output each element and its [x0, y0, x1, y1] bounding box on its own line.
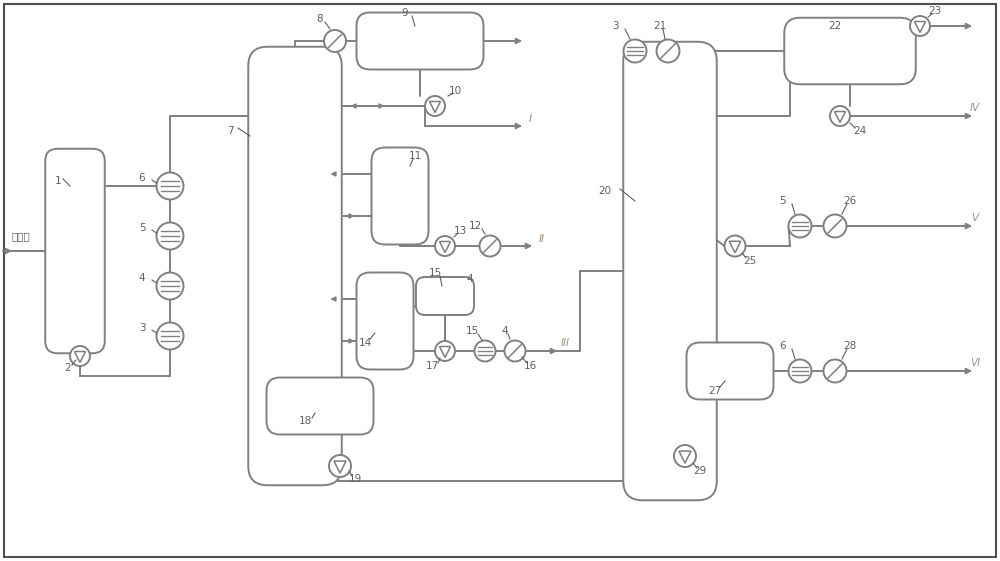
Text: 21: 21 — [653, 21, 667, 31]
Text: 13: 13 — [453, 226, 467, 236]
Circle shape — [324, 30, 346, 52]
Circle shape — [70, 346, 90, 366]
Polygon shape — [679, 451, 691, 463]
Text: 15: 15 — [465, 326, 479, 336]
FancyBboxPatch shape — [416, 277, 474, 315]
Polygon shape — [74, 352, 86, 362]
Circle shape — [480, 236, 501, 256]
Text: 4: 4 — [139, 273, 145, 283]
Text: 17: 17 — [425, 361, 439, 371]
Circle shape — [830, 106, 850, 126]
Text: 10: 10 — [448, 86, 462, 96]
Text: 28: 28 — [843, 341, 857, 351]
Circle shape — [674, 445, 696, 467]
Text: 1: 1 — [55, 176, 61, 186]
Text: 22: 22 — [828, 21, 842, 31]
Text: 8: 8 — [317, 14, 323, 24]
Text: 27: 27 — [708, 386, 722, 396]
Text: 26: 26 — [843, 196, 857, 206]
Circle shape — [475, 341, 496, 361]
Text: 2: 2 — [65, 363, 71, 373]
Text: 3: 3 — [139, 323, 145, 333]
Circle shape — [724, 236, 746, 256]
Text: IV: IV — [970, 103, 980, 113]
Polygon shape — [334, 461, 346, 473]
Text: 9: 9 — [402, 8, 408, 18]
FancyBboxPatch shape — [686, 343, 774, 399]
Polygon shape — [430, 102, 440, 113]
Text: II: II — [539, 234, 545, 244]
Text: 24: 24 — [853, 126, 867, 136]
Text: V: V — [971, 213, 979, 223]
Text: 16: 16 — [523, 361, 537, 371]
Text: 7: 7 — [227, 126, 233, 136]
Text: 低分油: 低分油 — [12, 231, 31, 241]
Text: 3: 3 — [612, 21, 618, 31]
Text: I: I — [528, 114, 532, 124]
Text: 5: 5 — [139, 223, 145, 233]
Text: 19: 19 — [348, 474, 362, 484]
Text: 14: 14 — [358, 338, 372, 348]
FancyBboxPatch shape — [356, 12, 483, 70]
Circle shape — [156, 223, 184, 250]
FancyBboxPatch shape — [372, 148, 428, 245]
Polygon shape — [834, 112, 846, 122]
Text: 6: 6 — [780, 341, 786, 351]
FancyBboxPatch shape — [784, 18, 916, 84]
Circle shape — [156, 273, 184, 300]
Text: 15: 15 — [428, 268, 442, 278]
Polygon shape — [914, 21, 926, 33]
Circle shape — [656, 39, 680, 62]
Circle shape — [435, 341, 455, 361]
Circle shape — [624, 39, 646, 62]
Circle shape — [329, 455, 351, 477]
Text: 23: 23 — [928, 6, 942, 16]
Circle shape — [788, 214, 812, 237]
Circle shape — [910, 16, 930, 36]
Polygon shape — [729, 241, 741, 253]
Text: 20: 20 — [598, 186, 612, 196]
Text: 18: 18 — [298, 416, 312, 426]
Polygon shape — [440, 241, 450, 252]
Circle shape — [788, 360, 812, 383]
FancyBboxPatch shape — [45, 149, 105, 353]
Circle shape — [156, 323, 184, 350]
Circle shape — [824, 360, 846, 383]
Text: 4: 4 — [467, 274, 473, 284]
Text: 29: 29 — [693, 466, 707, 476]
FancyBboxPatch shape — [248, 47, 342, 485]
Circle shape — [435, 236, 455, 256]
Text: 11: 11 — [408, 151, 422, 161]
Circle shape — [824, 214, 846, 237]
Text: 12: 12 — [468, 221, 482, 231]
Text: 4: 4 — [502, 326, 508, 336]
Text: III: III — [560, 338, 570, 348]
Circle shape — [425, 96, 445, 116]
Circle shape — [156, 172, 184, 200]
FancyBboxPatch shape — [356, 273, 414, 370]
Text: VI: VI — [970, 358, 980, 368]
Text: 5: 5 — [780, 196, 786, 206]
Circle shape — [505, 341, 526, 361]
Text: 6: 6 — [139, 173, 145, 183]
FancyBboxPatch shape — [623, 42, 717, 500]
Polygon shape — [440, 347, 450, 357]
FancyBboxPatch shape — [266, 378, 373, 435]
Text: 25: 25 — [743, 256, 757, 266]
